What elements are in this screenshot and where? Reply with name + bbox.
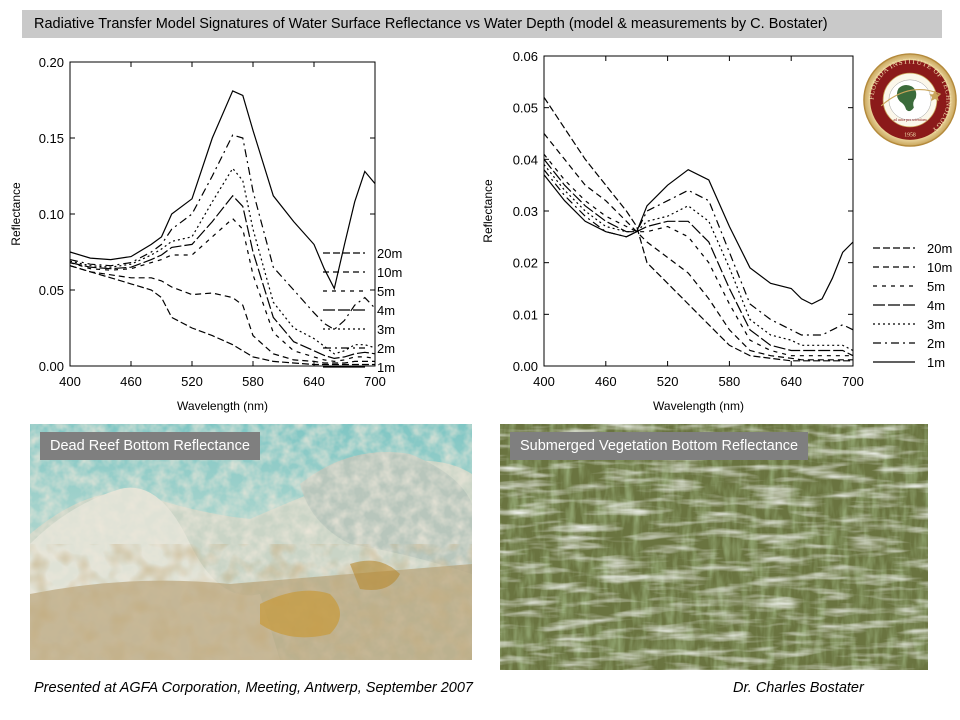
vegetation-label: Submerged Vegetation Bottom Reflectance <box>510 432 809 460</box>
series-line-5m <box>69 217 376 363</box>
x-tick-label: 700 <box>842 374 864 389</box>
y-tick-label: 0.03 <box>513 204 538 219</box>
series-line-4m <box>69 194 376 360</box>
fit-logo-seal: FLORIDA INSTITUTE OF TECHNOLOGY ad astra… <box>863 53 957 147</box>
slide-title: Radiative Transfer Model Signatures of W… <box>22 10 942 38</box>
logo-year: 1958 <box>904 132 916 138</box>
series-line-5m <box>543 153 853 357</box>
y-tick-label: 0.05 <box>39 283 64 298</box>
y-tick-label: 0.05 <box>513 101 538 116</box>
legend-label: 10m <box>927 260 952 275</box>
legend-label: 5m <box>377 284 395 299</box>
legend-label: 2m <box>927 336 945 351</box>
y-tick-label: 0.04 <box>513 152 538 167</box>
y-tick-label: 0.06 <box>513 49 538 64</box>
x-tick-label: 580 <box>242 374 264 389</box>
x-tick-label: 640 <box>780 374 802 389</box>
x-tick-label: 460 <box>120 374 142 389</box>
plot-frame <box>543 55 854 367</box>
x-tick-label: 400 <box>533 374 555 389</box>
legend-label: 2m <box>377 341 395 356</box>
legend-label: 20m <box>927 241 952 256</box>
y-axis-label: Reflectance <box>481 179 495 243</box>
vegetation-illustration <box>500 424 928 670</box>
y-tick-label: 0.15 <box>39 131 64 146</box>
x-tick-label: 400 <box>59 374 81 389</box>
y-tick-label: 0.10 <box>39 207 64 222</box>
series-line-20m <box>543 96 853 362</box>
series-line-10m <box>69 265 375 364</box>
legend-label: 10m <box>377 265 402 280</box>
legend-label: 3m <box>927 317 945 332</box>
legend-label: 4m <box>377 303 395 318</box>
y-tick-label: 0.00 <box>39 359 64 374</box>
x-tick-label: 520 <box>657 374 679 389</box>
series-line-1m <box>543 168 854 305</box>
series-line-2m <box>69 134 376 331</box>
y-axis-label: Reflectance <box>9 182 23 246</box>
x-tick-label: 520 <box>181 374 203 389</box>
x-tick-label: 700 <box>364 374 386 389</box>
x-tick-label: 640 <box>303 374 325 389</box>
series-line-3m <box>543 164 854 352</box>
footer-presented: Presented at AGFA Corporation, Meeting, … <box>34 680 473 696</box>
dead-reef-illustration <box>30 424 472 660</box>
x-tick-label: 460 <box>595 374 617 389</box>
chart-left-reflectance: 0.00 0.05 0.10 0.15 0.20 400 460 520 580 640 700 Wa… <box>9 55 402 413</box>
vegetation-photo: Submerged Vegetation Bottom Reflectance <box>500 424 928 670</box>
logo-motto: ad astra per scientiam <box>893 118 926 122</box>
footer-author: Dr. Charles Bostater <box>733 680 864 696</box>
x-axis-label: Wavelength (nm) <box>653 399 744 413</box>
legend-label: 4m <box>927 298 945 313</box>
series-line-1m <box>69 90 376 291</box>
series-line-2m <box>543 169 854 336</box>
legend-label: 1m <box>377 360 395 375</box>
y-tick-label: 0.20 <box>39 55 64 70</box>
series-line-4m <box>543 158 854 357</box>
series-line-20m <box>69 265 375 366</box>
dead-reef-photo: Dead Reef Bottom Reflectance <box>30 424 472 660</box>
x-axis-label: Wavelength (nm) <box>177 399 268 413</box>
legend-label: 20m <box>377 246 402 261</box>
legend-label: 3m <box>377 322 395 337</box>
plot-frame <box>69 61 376 367</box>
legend-label: 5m <box>927 279 945 294</box>
x-tick-label: 580 <box>719 374 741 389</box>
dead-reef-label: Dead Reef Bottom Reflectance <box>40 432 260 460</box>
y-tick-label: 0.02 <box>513 256 538 271</box>
y-tick-label: 0.00 <box>513 359 538 374</box>
y-tick-label: 0.01 <box>513 307 538 322</box>
chart-right-reflectance: 0.00 0.01 0.02 0.03 0.04 0.05 0.06 400 460 520 580… <box>481 49 952 413</box>
series-line-10m <box>543 133 853 361</box>
legend-label: 1m <box>927 355 945 370</box>
